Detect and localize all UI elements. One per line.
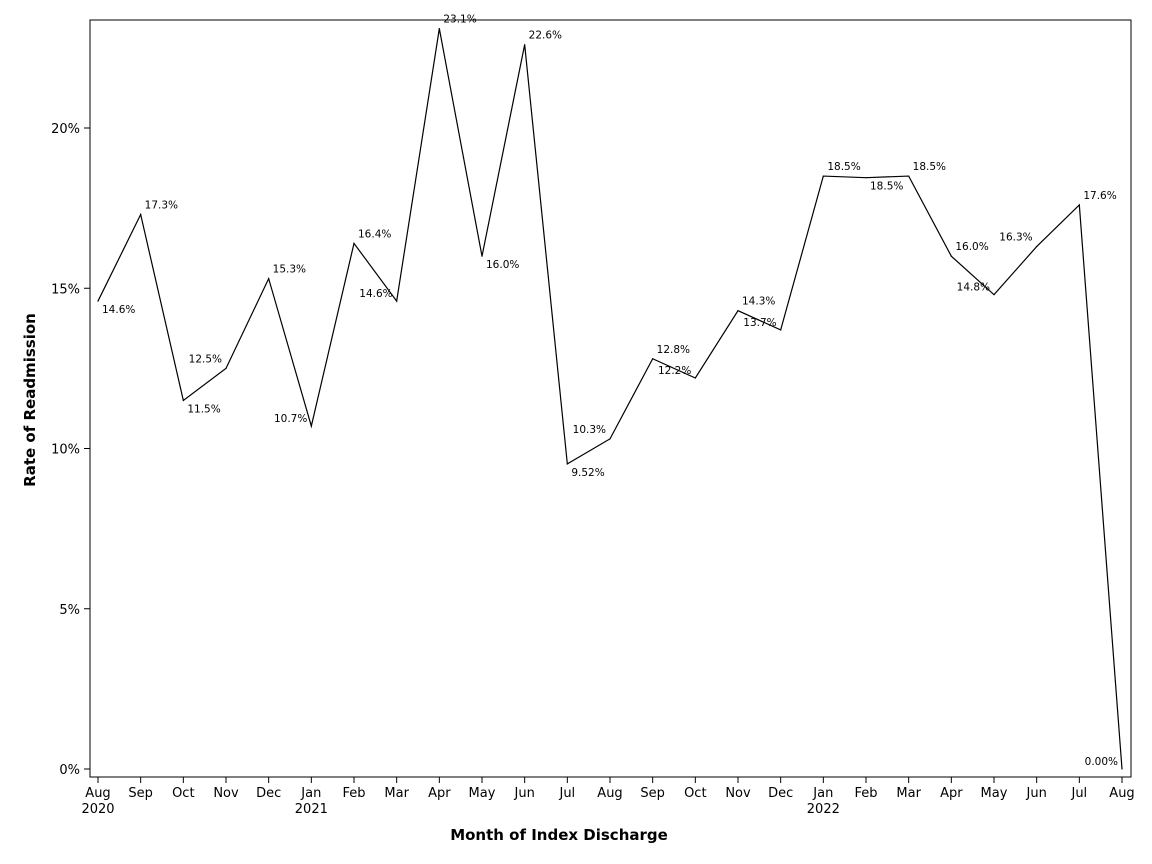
x-tick-year-label: 2020 [81,802,114,817]
x-tick-label: Mar [896,786,921,801]
data-point [780,329,782,331]
data-label: 9.52% [571,467,604,479]
x-tick-label: May [981,786,1008,801]
x-tick-label: Aug [85,786,110,801]
series-line-readmission-rate [97,28,1123,770]
data-point [310,425,312,427]
x-tick-label: Jun [514,786,535,801]
x-tick-label: Apr [428,786,451,801]
x-tick-label: Nov [725,786,751,801]
data-label: 14.8% [957,282,990,294]
data-label: 17.3% [145,200,178,212]
plot-frame [89,19,1132,778]
data-label: 22.6% [529,30,562,42]
data-point [609,438,611,440]
x-tick-label: Feb [854,786,877,801]
x-tick-label: Dec [768,786,793,801]
x-tick-label: Oct [684,786,706,801]
data-point [225,367,227,369]
y-tick-label: 0% [59,763,80,778]
data-label: 12.5% [189,353,222,365]
data-point [566,463,568,465]
data-label: 12.2% [658,365,691,377]
x-tick-label: Jan [300,786,321,801]
data-label: 18.5% [827,161,860,173]
data-point [1036,245,1038,248]
data-labels: 14.6% 17.3% 11.5% 12.5% 15.3% 10.7% 16.4% 14.6%… [102,14,1118,768]
x-tick-label: May [469,786,496,801]
data-label: 14.6% [102,304,135,316]
data-point [865,177,867,179]
x-tick-label: Sep [128,786,153,801]
data-label: 10.3% [573,424,606,436]
x-tick-year-label: 2021 [295,802,328,817]
x-tick-label: Aug [597,786,622,801]
data-point [822,175,824,177]
data-point [908,175,910,177]
data-point [268,278,270,280]
data-label: 16.4% [358,228,391,240]
data-label: 16.0% [486,259,519,271]
x-tick-label: Jun [1026,786,1047,801]
x-tick-label: Feb [342,786,365,801]
data-label: 14.3% [742,296,775,308]
data-point [481,255,483,257]
data-label: 16.3% [999,232,1032,244]
data-point [737,310,739,312]
data-point [1078,204,1080,206]
data-point [993,294,995,296]
x-tick-label: Jul [558,786,575,801]
x-tick-label: Apr [940,786,963,801]
data-label: 13.7% [743,317,776,329]
data-point [353,242,355,244]
y-tick-label: 15% [51,282,80,297]
data-label: 12.8% [657,344,690,356]
y-axis-title: Rate of Readmission [21,313,39,487]
data-point [182,399,184,402]
data-point [438,28,440,30]
x-tick-label: Jan [812,786,833,801]
data-label: 10.7% [274,413,307,425]
data-point [1121,768,1123,770]
data-label: 15.3% [273,264,306,276]
data-point [524,44,526,46]
x-tick-label: Aug [1109,786,1134,801]
data-label: 18.5% [913,161,946,173]
data-point [396,300,398,302]
data-point [140,213,142,216]
data-point [652,358,654,360]
data-point [694,377,696,379]
y-axis: 0% 5% 10% 15% 20% [51,122,90,778]
x-tick-year-label: 2022 [807,802,840,817]
data-label: 16.0% [955,241,988,253]
data-label: 23.1% [443,14,476,26]
x-tick-label: Oct [172,786,194,801]
data-points [97,28,1123,770]
x-tick-label: Nov [213,786,239,801]
y-tick-label: 10% [51,443,80,458]
x-tick-label: Jul [1070,786,1087,801]
data-point [950,255,952,257]
y-tick-label: 20% [51,122,80,137]
data-label: 18.5% [870,181,903,193]
x-tick-label: Dec [256,786,281,801]
data-label: 17.6% [1083,190,1116,202]
x-tick-label: Mar [384,786,409,801]
data-point [97,300,99,302]
data-label: 11.5% [187,403,220,415]
data-label: 0.00% [1085,756,1118,768]
y-tick-label: 5% [59,603,80,618]
x-axis-title: Month of Index Discharge [450,826,668,844]
data-label: 14.6% [359,288,392,300]
x-tick-label: Sep [640,786,665,801]
